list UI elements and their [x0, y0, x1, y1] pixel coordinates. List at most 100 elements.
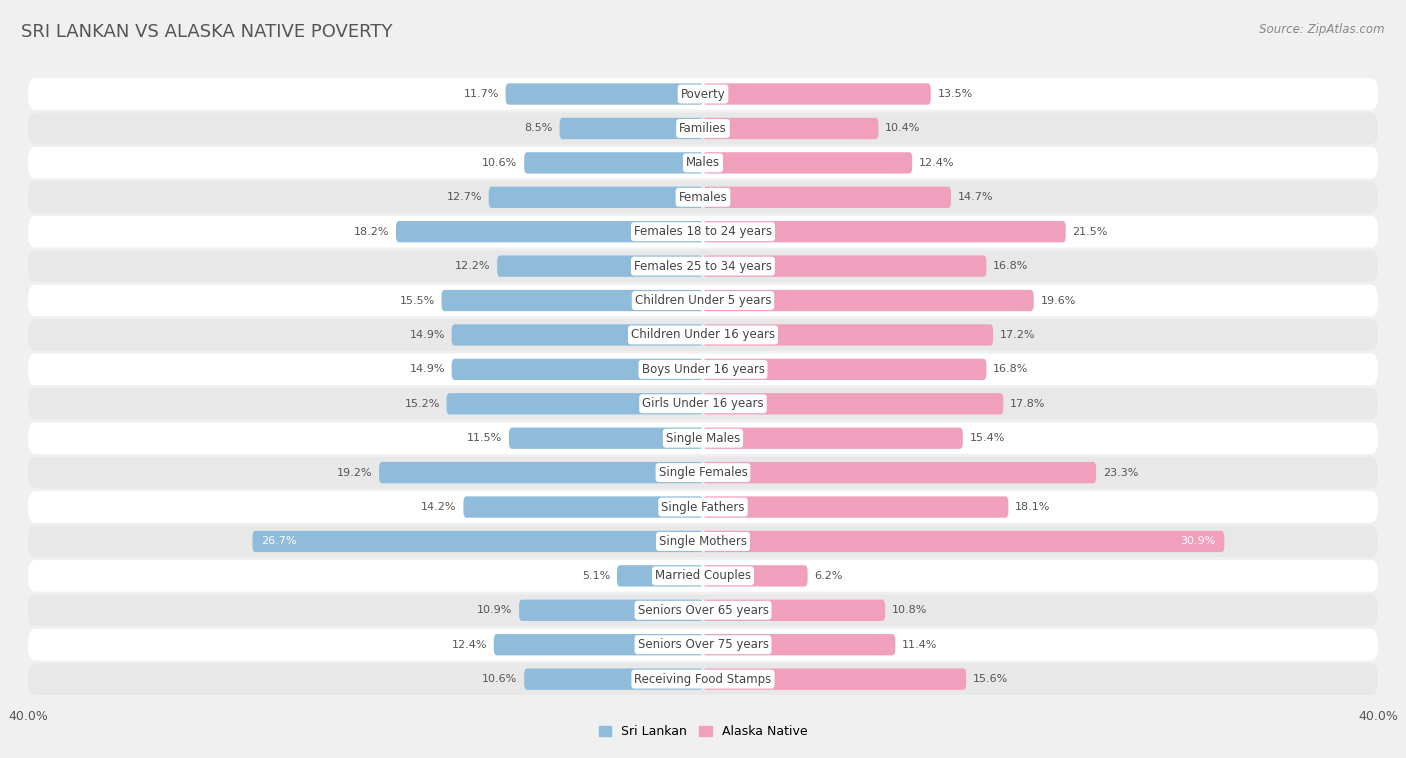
FancyBboxPatch shape: [703, 531, 1225, 552]
FancyBboxPatch shape: [703, 255, 987, 277]
FancyBboxPatch shape: [703, 669, 966, 690]
Text: 10.8%: 10.8%: [891, 606, 928, 615]
FancyBboxPatch shape: [524, 669, 703, 690]
Text: 19.2%: 19.2%: [337, 468, 373, 478]
FancyBboxPatch shape: [451, 359, 703, 380]
FancyBboxPatch shape: [28, 629, 1378, 660]
FancyBboxPatch shape: [509, 428, 703, 449]
Text: Boys Under 16 years: Boys Under 16 years: [641, 363, 765, 376]
FancyBboxPatch shape: [28, 250, 1378, 282]
Text: 8.5%: 8.5%: [524, 124, 553, 133]
FancyBboxPatch shape: [524, 152, 703, 174]
Text: 12.2%: 12.2%: [456, 261, 491, 271]
Text: 12.4%: 12.4%: [920, 158, 955, 168]
Text: Source: ZipAtlas.com: Source: ZipAtlas.com: [1260, 23, 1385, 36]
FancyBboxPatch shape: [703, 393, 1004, 415]
Text: 17.2%: 17.2%: [1000, 330, 1035, 340]
FancyBboxPatch shape: [703, 496, 1008, 518]
Text: 18.2%: 18.2%: [354, 227, 389, 236]
Text: 16.8%: 16.8%: [993, 261, 1029, 271]
FancyBboxPatch shape: [498, 255, 703, 277]
Text: 14.9%: 14.9%: [409, 330, 444, 340]
Text: Receiving Food Stamps: Receiving Food Stamps: [634, 672, 772, 686]
FancyBboxPatch shape: [451, 324, 703, 346]
Text: Poverty: Poverty: [681, 87, 725, 101]
Text: 15.2%: 15.2%: [405, 399, 440, 409]
FancyBboxPatch shape: [703, 324, 993, 346]
Text: 11.5%: 11.5%: [467, 434, 502, 443]
FancyBboxPatch shape: [494, 634, 703, 656]
Text: 11.4%: 11.4%: [903, 640, 938, 650]
FancyBboxPatch shape: [703, 83, 931, 105]
FancyBboxPatch shape: [28, 216, 1378, 248]
Text: 19.6%: 19.6%: [1040, 296, 1076, 305]
FancyBboxPatch shape: [28, 147, 1378, 179]
FancyBboxPatch shape: [703, 290, 1033, 312]
Text: 17.8%: 17.8%: [1010, 399, 1046, 409]
Text: 21.5%: 21.5%: [1073, 227, 1108, 236]
Text: 10.6%: 10.6%: [482, 158, 517, 168]
FancyBboxPatch shape: [703, 117, 879, 139]
FancyBboxPatch shape: [253, 531, 703, 552]
Text: Seniors Over 65 years: Seniors Over 65 years: [637, 604, 769, 617]
FancyBboxPatch shape: [703, 221, 1066, 243]
Text: Females 25 to 34 years: Females 25 to 34 years: [634, 260, 772, 273]
Text: 10.6%: 10.6%: [482, 674, 517, 684]
Text: 18.1%: 18.1%: [1015, 502, 1050, 512]
FancyBboxPatch shape: [489, 186, 703, 208]
Text: 12.7%: 12.7%: [447, 193, 482, 202]
FancyBboxPatch shape: [28, 491, 1378, 523]
FancyBboxPatch shape: [28, 113, 1378, 144]
Text: 26.7%: 26.7%: [262, 537, 297, 547]
FancyBboxPatch shape: [28, 388, 1378, 420]
Text: Single Males: Single Males: [666, 432, 740, 445]
Text: 10.4%: 10.4%: [886, 124, 921, 133]
Text: 14.7%: 14.7%: [957, 193, 993, 202]
FancyBboxPatch shape: [28, 78, 1378, 110]
FancyBboxPatch shape: [396, 221, 703, 243]
FancyBboxPatch shape: [28, 594, 1378, 626]
Text: Single Fathers: Single Fathers: [661, 500, 745, 513]
Text: 11.7%: 11.7%: [464, 89, 499, 99]
Text: 13.5%: 13.5%: [938, 89, 973, 99]
FancyBboxPatch shape: [560, 117, 703, 139]
FancyBboxPatch shape: [703, 462, 1097, 484]
FancyBboxPatch shape: [28, 353, 1378, 385]
FancyBboxPatch shape: [28, 560, 1378, 592]
Text: Children Under 5 years: Children Under 5 years: [634, 294, 772, 307]
FancyBboxPatch shape: [28, 663, 1378, 695]
Text: Married Couples: Married Couples: [655, 569, 751, 582]
Text: 5.1%: 5.1%: [582, 571, 610, 581]
Text: Females 18 to 24 years: Females 18 to 24 years: [634, 225, 772, 238]
FancyBboxPatch shape: [703, 634, 896, 656]
Text: 12.4%: 12.4%: [451, 640, 486, 650]
FancyBboxPatch shape: [617, 565, 703, 587]
Text: Single Mothers: Single Mothers: [659, 535, 747, 548]
Text: Single Females: Single Females: [658, 466, 748, 479]
Text: SRI LANKAN VS ALASKA NATIVE POVERTY: SRI LANKAN VS ALASKA NATIVE POVERTY: [21, 23, 392, 41]
FancyBboxPatch shape: [519, 600, 703, 621]
FancyBboxPatch shape: [703, 565, 807, 587]
FancyBboxPatch shape: [28, 181, 1378, 213]
FancyBboxPatch shape: [380, 462, 703, 484]
Text: 6.2%: 6.2%: [814, 571, 842, 581]
Text: 30.9%: 30.9%: [1181, 537, 1216, 547]
Text: 10.9%: 10.9%: [477, 606, 512, 615]
Text: 15.4%: 15.4%: [970, 434, 1005, 443]
FancyBboxPatch shape: [28, 285, 1378, 316]
FancyBboxPatch shape: [703, 428, 963, 449]
Text: Females: Females: [679, 191, 727, 204]
FancyBboxPatch shape: [506, 83, 703, 105]
Text: 14.2%: 14.2%: [422, 502, 457, 512]
Text: 16.8%: 16.8%: [993, 365, 1029, 374]
FancyBboxPatch shape: [703, 186, 950, 208]
FancyBboxPatch shape: [441, 290, 703, 312]
Text: Seniors Over 75 years: Seniors Over 75 years: [637, 638, 769, 651]
Text: 15.6%: 15.6%: [973, 674, 1008, 684]
FancyBboxPatch shape: [28, 319, 1378, 351]
Text: Children Under 16 years: Children Under 16 years: [631, 328, 775, 341]
Legend: Sri Lankan, Alaska Native: Sri Lankan, Alaska Native: [593, 720, 813, 744]
Text: Girls Under 16 years: Girls Under 16 years: [643, 397, 763, 410]
FancyBboxPatch shape: [464, 496, 703, 518]
FancyBboxPatch shape: [703, 359, 987, 380]
